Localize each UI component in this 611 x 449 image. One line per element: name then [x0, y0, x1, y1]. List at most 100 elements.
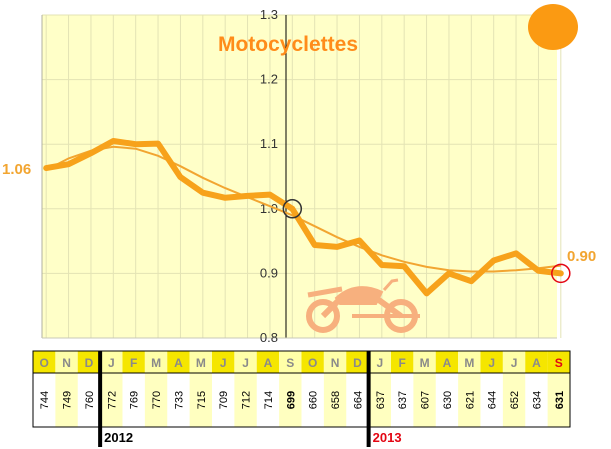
month-label: M [420, 356, 430, 370]
month-cell [458, 351, 481, 373]
motorcycle-icon [306, 278, 420, 333]
month-label: J [376, 356, 383, 370]
month-cell [346, 351, 369, 373]
count-value: 714 [263, 391, 275, 409]
motorcycle-handlebar [382, 278, 399, 291]
motorcycle-tank [334, 286, 384, 305]
month-label: N [331, 356, 340, 370]
month-cell [323, 351, 347, 373]
count-cell-highlight [368, 373, 391, 427]
count-cell-highlight [189, 373, 212, 427]
count-cell-highlight [547, 373, 570, 427]
month-cell [525, 351, 548, 373]
count-value: 770 [151, 391, 163, 409]
trend-line [45, 145, 561, 273]
month-label: A [174, 356, 183, 370]
count-value: 760 [84, 391, 96, 409]
month-label: N [62, 356, 71, 370]
y-tick-label: 1.2 [260, 72, 278, 87]
count-value: 631 [554, 391, 566, 409]
count-value: 733 [173, 391, 185, 409]
count-cell-highlight [100, 373, 123, 427]
month-cell [55, 351, 78, 373]
month-cell [413, 351, 436, 373]
month-cell [167, 351, 190, 373]
month-label: J [242, 356, 249, 370]
month-label: S [286, 356, 294, 370]
month-label: A [264, 356, 273, 370]
month-label: F [399, 356, 406, 370]
count-cell-highlight [144, 373, 168, 427]
count-value: 637 [397, 391, 409, 409]
month-cell [435, 351, 459, 373]
count-row: 744 749 760 772 769 770 733 715 709 712 714 699 660 6… [39, 373, 570, 427]
count-cell-highlight [234, 373, 257, 427]
start-value-label: 1.06 [2, 161, 31, 178]
count-value: 699 [285, 391, 297, 409]
count-value: 769 [129, 391, 141, 409]
count-value: 652 [509, 391, 521, 409]
count-value: 749 [62, 391, 74, 409]
month-cell [122, 351, 145, 373]
month-label: S [555, 356, 563, 370]
count-value: 660 [308, 391, 320, 409]
count-cell-highlight [279, 373, 302, 427]
month-cell [234, 351, 257, 373]
year-label: 2012 [104, 430, 133, 445]
month-label: D [85, 356, 94, 370]
highlight-markers [282, 199, 571, 284]
year-label: 2013 [373, 430, 402, 445]
count-value: 712 [241, 391, 253, 409]
month-label: J [511, 356, 518, 370]
month-cell [279, 351, 302, 373]
month-cell [480, 351, 503, 373]
count-value: 634 [531, 391, 543, 409]
year-markers: 2012 2013 [98, 351, 402, 447]
orange-circle-badge [528, 4, 578, 50]
month-label: J [488, 356, 495, 370]
month-label: M [196, 356, 206, 370]
y-tick-label: 1.3 [260, 7, 278, 22]
count-cell-highlight [55, 373, 78, 427]
count-value: 772 [106, 391, 118, 409]
month-cell [144, 351, 168, 373]
month-label: A [532, 356, 541, 370]
month-label: J [108, 356, 115, 370]
y-tick-label: 0.8 [260, 330, 278, 345]
month-cell [100, 351, 123, 373]
month-label: J [220, 356, 227, 370]
month-cell [256, 351, 280, 373]
count-value: 621 [464, 391, 476, 409]
data-line [43, 138, 564, 297]
month-cell [33, 351, 56, 373]
month-label: M [464, 356, 474, 370]
month-label: A [443, 356, 452, 370]
highlight-marker [551, 263, 571, 284]
count-value: 658 [330, 391, 342, 409]
count-value: 607 [420, 391, 432, 409]
count-value: 630 [442, 391, 454, 409]
end-value-label: 0.90 [567, 248, 596, 265]
month-cell [391, 351, 414, 373]
month-label: F [130, 356, 137, 370]
count-cell-highlight [502, 373, 526, 427]
count-value: 664 [352, 391, 364, 409]
month-cell [368, 351, 391, 373]
motorcycle-seat [307, 286, 343, 298]
count-value: 637 [375, 391, 387, 409]
month-cell [189, 351, 212, 373]
chart-title: Motocyclettes [218, 33, 358, 56]
plot-background [42, 15, 557, 338]
table-border [32, 350, 571, 428]
month-label: D [353, 356, 362, 370]
y-tick-label: 0.9 [260, 265, 278, 280]
count-cell-highlight [413, 373, 436, 427]
y-tick-label: 1.1 [260, 136, 278, 151]
month-cell [547, 351, 570, 373]
count-value: 709 [218, 391, 230, 409]
month-label: O [308, 356, 317, 370]
month-label: M [151, 356, 161, 370]
count-cell-highlight [323, 373, 347, 427]
